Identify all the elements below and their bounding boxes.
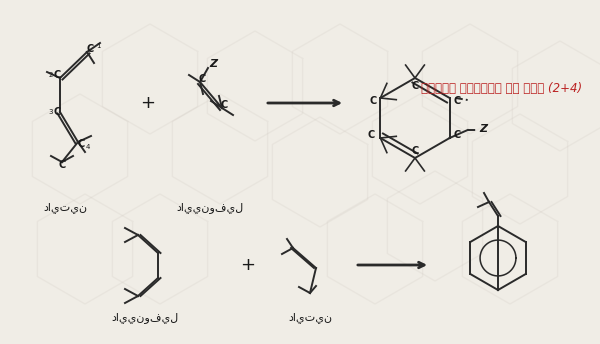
Text: C: C <box>86 44 94 54</box>
Text: C: C <box>53 70 61 80</box>
Text: 4: 4 <box>86 144 90 150</box>
Text: +: + <box>140 94 155 112</box>
Text: C: C <box>199 74 206 84</box>
Text: C: C <box>412 146 419 156</box>
Text: دايينوفيل: دايينوفيل <box>176 203 244 214</box>
Text: C: C <box>368 130 375 140</box>
Text: C: C <box>220 100 227 110</box>
Text: C: C <box>412 81 419 91</box>
Text: C: C <box>453 130 460 140</box>
Text: دايتين: دايتين <box>288 312 332 323</box>
Text: C: C <box>58 160 65 170</box>
Text: 1: 1 <box>96 43 100 49</box>
Text: 3: 3 <box>49 109 53 115</box>
Text: C: C <box>53 107 61 117</box>
Text: 2: 2 <box>49 72 53 78</box>
Text: إضافة حرارية من نوع (2+4): إضافة حرارية من نوع (2+4) <box>421 82 582 95</box>
Text: Z: Z <box>209 59 217 69</box>
Text: C: C <box>453 96 460 106</box>
Text: C: C <box>77 139 85 149</box>
Text: دايتين: دايتين <box>43 203 87 214</box>
Text: C: C <box>370 96 377 106</box>
Text: دايينوفيل: دايينوفيل <box>112 312 179 323</box>
Text: +: + <box>241 256 256 274</box>
Text: Z: Z <box>479 124 488 134</box>
